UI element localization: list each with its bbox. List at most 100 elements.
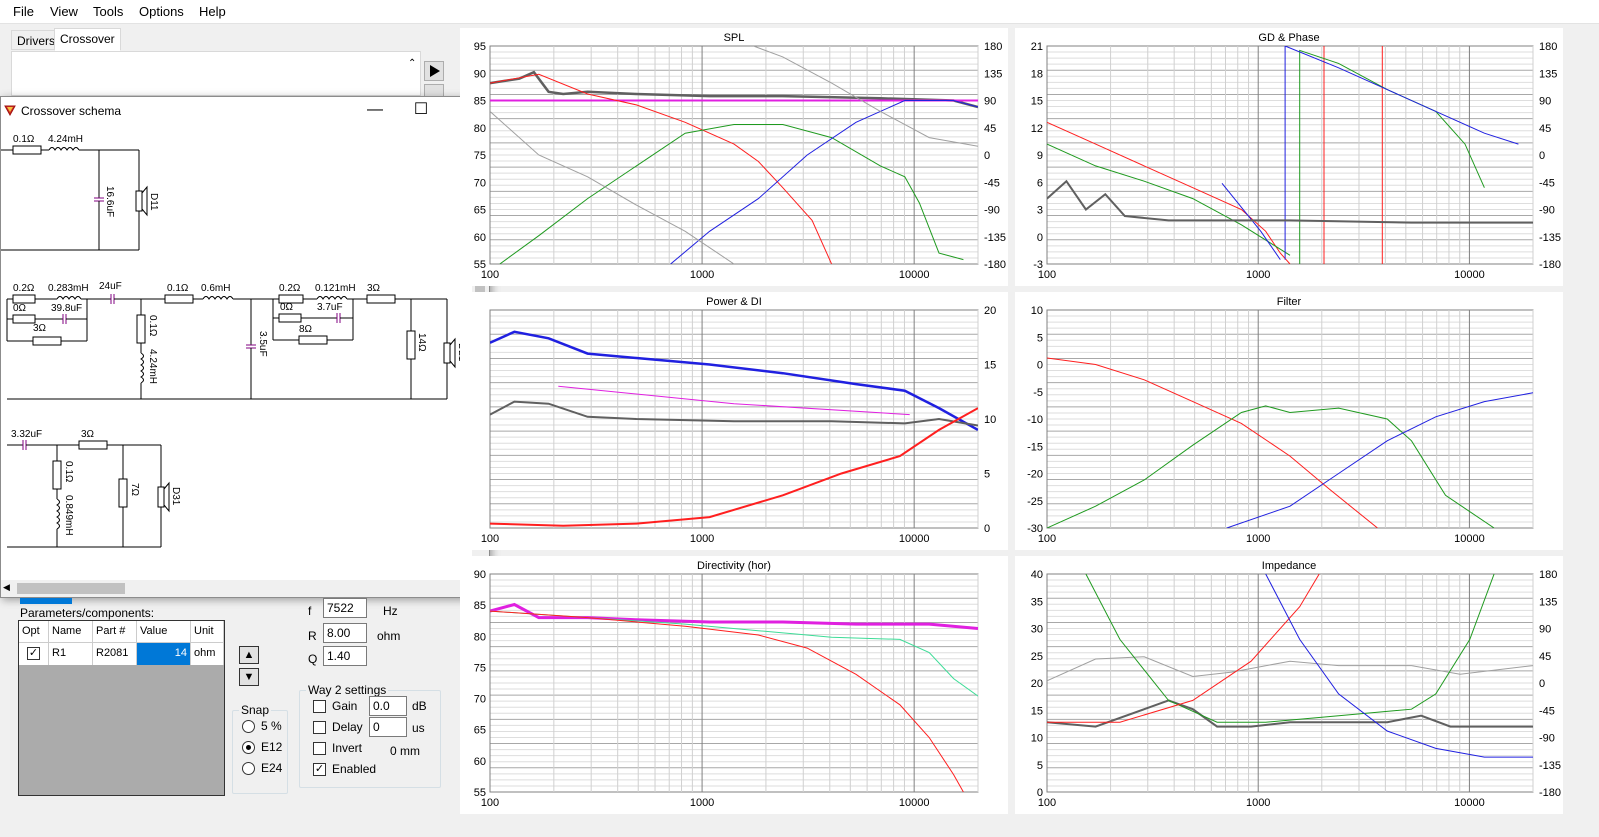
- maximize-button[interactable]: ☐: [413, 101, 429, 118]
- q-input[interactable]: 1.40: [323, 646, 367, 666]
- move-down-button[interactable]: ▼: [239, 668, 259, 686]
- minimize-button[interactable]: —: [367, 101, 383, 118]
- y-tick-label: 75: [474, 662, 486, 674]
- invert-checkbox[interactable]: [313, 742, 326, 755]
- menu-help[interactable]: Help: [199, 4, 226, 19]
- column-header[interactable]: Name: [49, 621, 93, 643]
- series-line: [1047, 121, 1291, 264]
- table-cell-part[interactable]: R2081: [93, 643, 137, 665]
- series-line: [490, 73, 833, 264]
- schema-horizontal-scrollbar[interactable]: ◀ ▶: [1, 580, 474, 597]
- chart-svg: Power & DI 100 1000 10000 20 15 10 5 0: [481, 296, 996, 545]
- chart-panel[interactable]: Impedance 100 1000 10000 40 35 30 25 20 15 10 5 0 180…: [1015, 556, 1563, 814]
- chart-panel[interactable]: Power & DI 100 1000 10000 20 15 10 5 0: [460, 292, 1008, 550]
- table-cell-name[interactable]: R1: [49, 643, 93, 665]
- way-selector-active[interactable]: [20, 598, 72, 604]
- schema-label: 0.1Ω: [167, 283, 189, 294]
- tab-crossover[interactable]: Crossover: [54, 28, 121, 51]
- table-row-opt[interactable]: ✓: [19, 643, 49, 665]
- y-tick-label: 60: [474, 232, 486, 244]
- r-input[interactable]: 8.00: [323, 623, 367, 643]
- column-header[interactable]: Part #: [93, 621, 137, 643]
- y-tick-label: -30: [1027, 523, 1043, 535]
- y2-tick-label: -90: [1539, 205, 1555, 217]
- snap-5pct-radio[interactable]: [242, 720, 255, 733]
- column-header[interactable]: Unit: [191, 621, 224, 643]
- y-tick-label: 21: [1031, 41, 1043, 53]
- snap-e24-radio[interactable]: [242, 762, 255, 775]
- chart-title: SPL: [724, 32, 745, 44]
- scroll-left-icon[interactable]: ◀: [3, 582, 10, 592]
- menu-file[interactable]: File: [13, 4, 34, 19]
- y-tick-label: 0: [1037, 787, 1043, 799]
- y2-tick-label: -135: [984, 232, 1006, 244]
- y2-tick-label: -180: [1539, 259, 1561, 271]
- y2-tick-label: 45: [984, 123, 996, 135]
- series-line: [1047, 143, 1291, 256]
- y2-tick-label: 135: [1539, 68, 1557, 80]
- y-tick-label: 60: [474, 756, 486, 768]
- schema-label: D11: [148, 193, 159, 211]
- schema-label: D31: [170, 487, 181, 506]
- y-tick-label: -10: [1027, 414, 1043, 426]
- series-line: [1284, 46, 1519, 260]
- x-tick-label: 100: [1038, 533, 1056, 545]
- gain-checkbox[interactable]: [313, 700, 326, 713]
- table-cell-unit[interactable]: ohm: [191, 643, 224, 665]
- chart-svg: Impedance 100 1000 10000 40 35 30 25 20 15 10 5 0 180…: [1031, 560, 1561, 809]
- series-line: [499, 124, 964, 264]
- x-tick-label: 10000: [899, 533, 930, 545]
- gain-input[interactable]: 0.0: [369, 696, 407, 716]
- chart-title: Directivity (hor): [697, 560, 771, 572]
- menu-tools[interactable]: Tools: [93, 4, 124, 19]
- f-label: f: [308, 604, 312, 618]
- y2-tick-label: 15: [984, 360, 996, 372]
- schema-label: 3.7uF: [317, 302, 343, 313]
- series-line: [753, 46, 978, 147]
- scrollbar-thumb[interactable]: [17, 583, 125, 594]
- y-tick-label: 80: [474, 123, 486, 135]
- x-tick-label: 100: [1038, 797, 1056, 809]
- column-header[interactable]: Opt: [19, 621, 49, 643]
- y-tick-label: 80: [474, 631, 486, 643]
- column-header[interactable]: Value: [137, 621, 191, 643]
- y-tick-label: 3: [1037, 205, 1043, 217]
- schema-label: 0.1Ω: [63, 461, 74, 483]
- table-cell-value[interactable]: 14: [137, 643, 191, 665]
- scroll-up-icon[interactable]: ⌃: [408, 58, 417, 69]
- enabled-checkbox[interactable]: ✓: [313, 763, 326, 776]
- chart-title: Power & DI: [706, 296, 762, 308]
- series-line: [490, 407, 978, 527]
- chart-svg: Directivity (hor) 100 1000 10000 90 85 80 75 70 6…: [474, 560, 979, 809]
- tab-drivers[interactable]: Drivers: [11, 30, 61, 50]
- y2-tick-label: 180: [1539, 41, 1557, 53]
- schema-label: 0.849mH: [63, 495, 74, 536]
- y2-tick-label: 135: [1539, 596, 1557, 608]
- gain-unit: dB: [412, 699, 427, 713]
- schema-label: 0.1Ω: [13, 134, 35, 145]
- series-line: [1047, 357, 1378, 528]
- chart-panel[interactable]: Directivity (hor) 100 1000 10000 90 85 80 75 70 6…: [460, 556, 1008, 814]
- crossover-schema-window: Crossover schema — ☐ ✕: [0, 96, 490, 598]
- snap-e12-radio[interactable]: [242, 741, 255, 754]
- y2-tick-label: 20: [984, 305, 996, 317]
- chart-panel[interactable]: SPL 100 1000 10000 95 90 85 80 75 70 65 60 55 180 135 9…: [460, 28, 1008, 286]
- delay-checkbox[interactable]: [313, 721, 326, 734]
- menu-options[interactable]: Options: [139, 4, 184, 19]
- x-tick-label: 1000: [1246, 269, 1270, 281]
- y2-tick-label: 90: [1539, 624, 1551, 636]
- opt-checkbox[interactable]: ✓: [27, 647, 40, 660]
- enabled-label: Enabled: [332, 762, 377, 776]
- snap-title: Snap: [239, 703, 272, 717]
- move-up-button[interactable]: ▲: [239, 646, 259, 664]
- series-line: [1226, 392, 1533, 528]
- f-input[interactable]: 7522: [323, 598, 367, 618]
- delay-input[interactable]: 0: [369, 717, 407, 737]
- chart-panel[interactable]: GD & Phase 100 1000 10000 21 18 15 12 9 6 3 0 -3 180 1…: [1015, 28, 1563, 286]
- invert-distance: 0 mm: [390, 744, 420, 758]
- menu-view[interactable]: View: [50, 4, 78, 19]
- series-line: [670, 100, 978, 264]
- play-button[interactable]: [424, 61, 444, 81]
- gain-label: Gain: [332, 699, 358, 713]
- chart-panel[interactable]: Filter 100 1000 10000 10 5 0 -5 -10 -15 -20 -25 -30: [1015, 292, 1563, 550]
